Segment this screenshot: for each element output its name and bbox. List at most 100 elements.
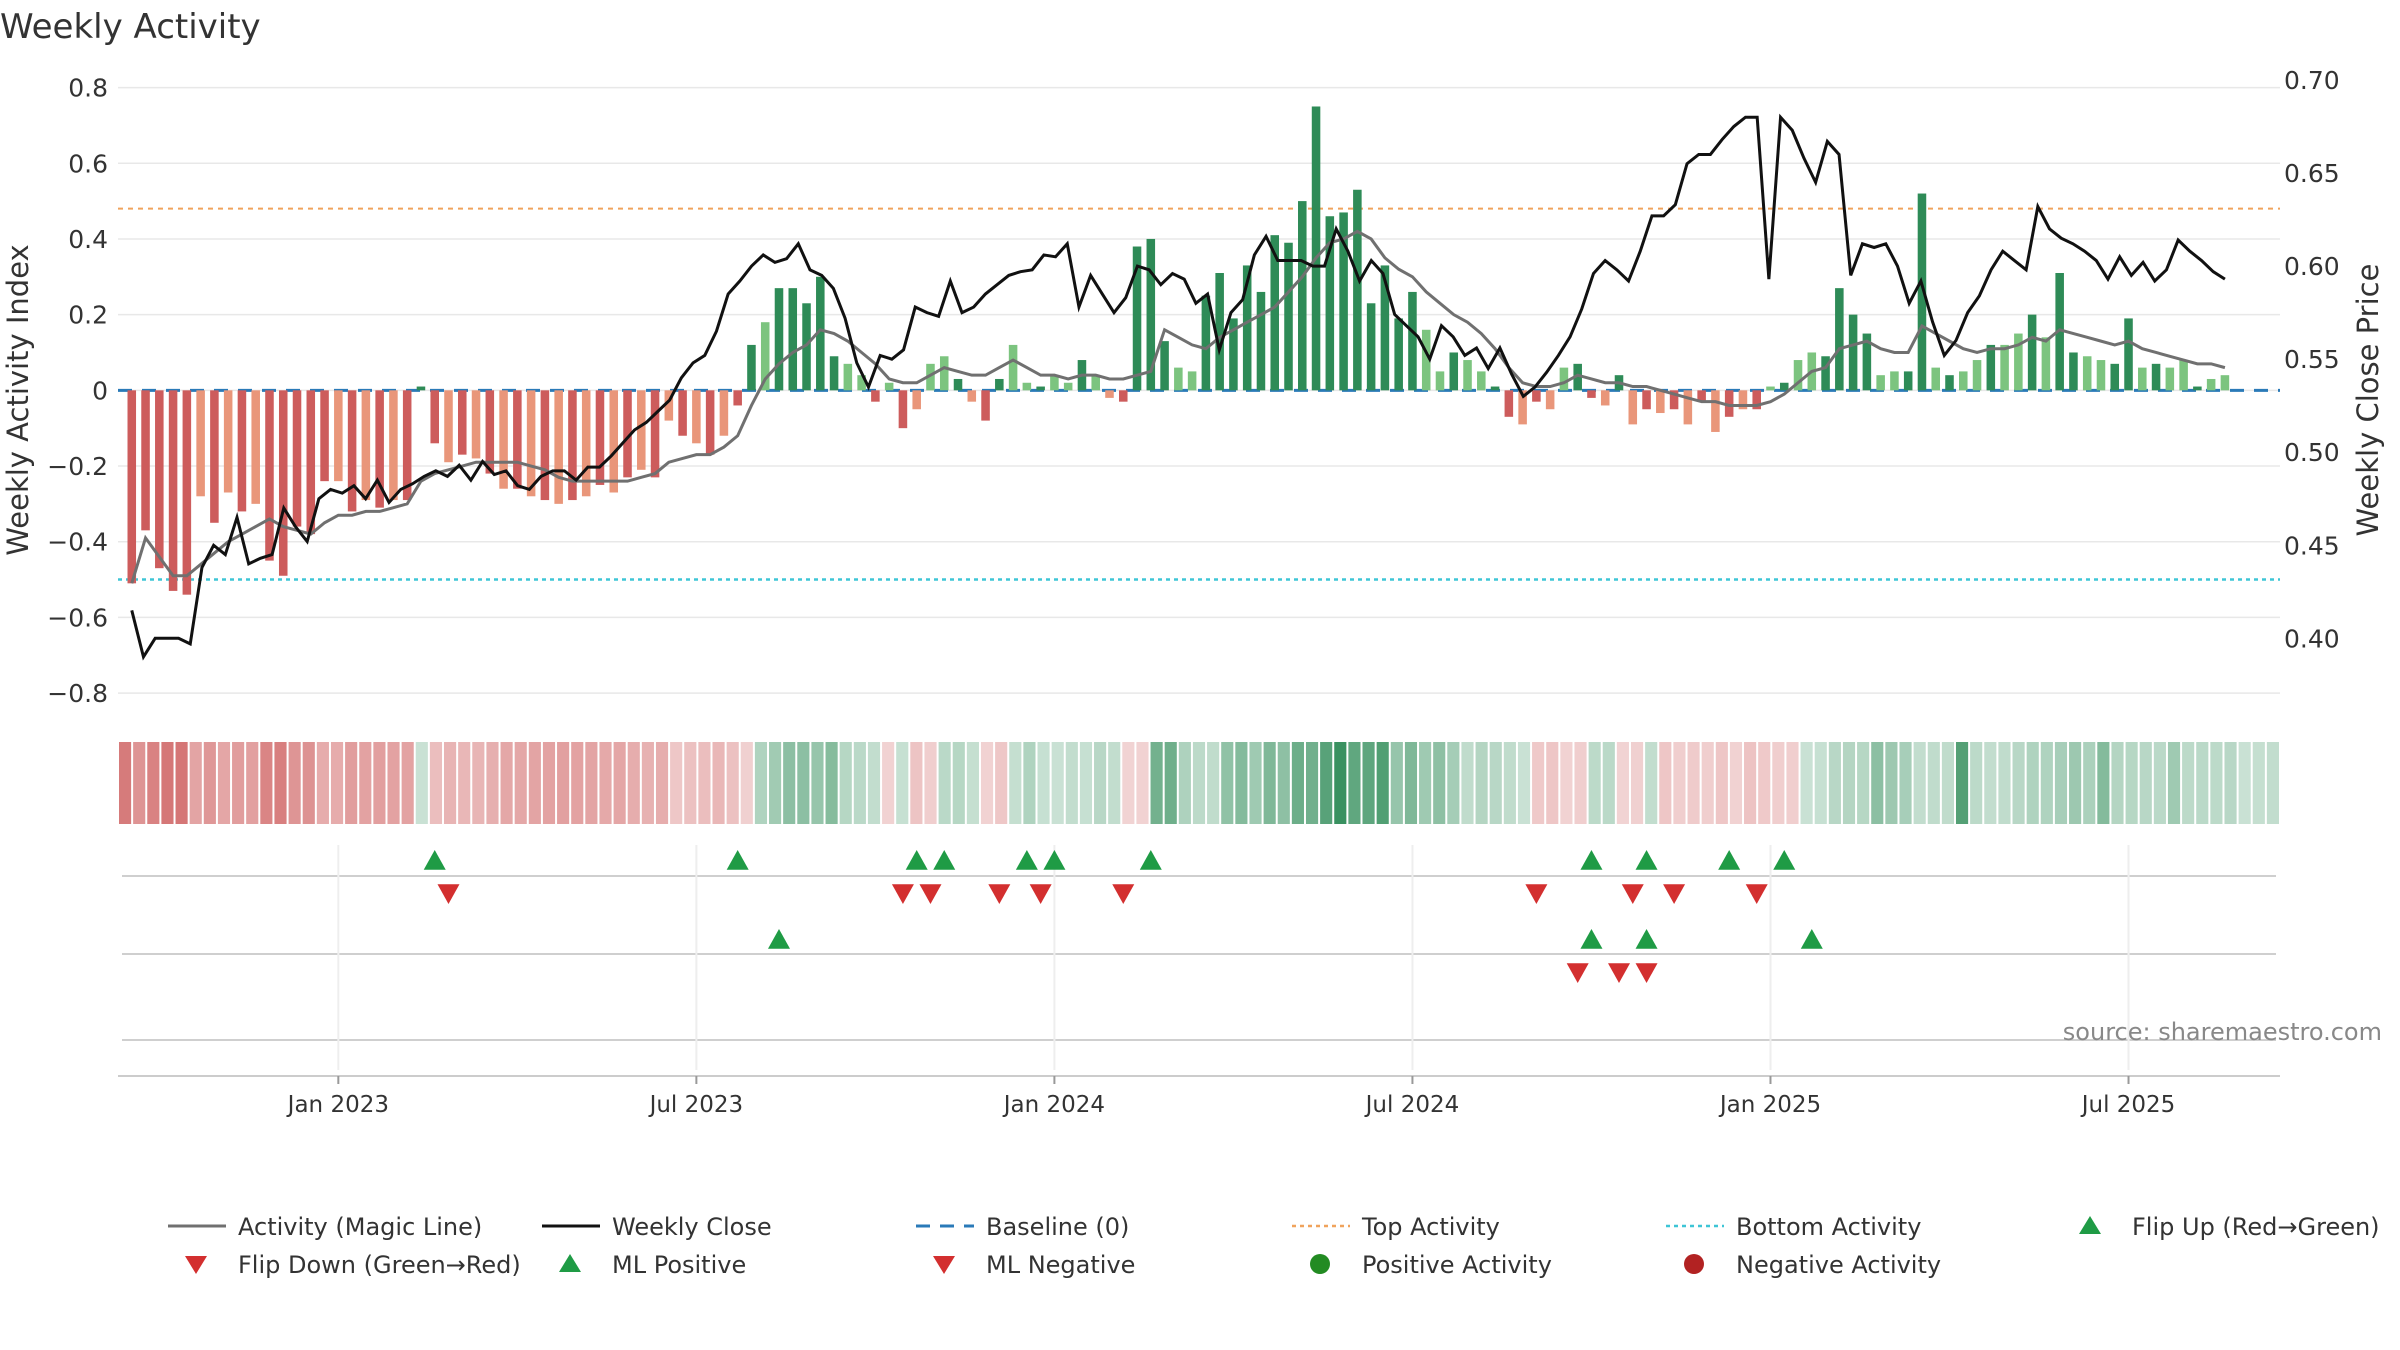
heat-cell bbox=[896, 742, 909, 824]
heat-cell bbox=[882, 742, 895, 824]
flip-up-marker bbox=[1043, 850, 1066, 870]
heat-cell bbox=[684, 742, 697, 824]
heat-cell bbox=[1941, 742, 1954, 824]
heat-cell bbox=[585, 742, 598, 824]
heat-cell bbox=[1207, 742, 1220, 824]
y-tick-label: 0 bbox=[92, 376, 108, 405]
y2-tick-label: 0.65 bbox=[2284, 159, 2340, 188]
activity-bar bbox=[457, 390, 467, 455]
y-tick-label: 0.4 bbox=[68, 225, 108, 254]
activity-bar bbox=[1105, 390, 1114, 398]
y2-tick-label: 0.70 bbox=[2284, 66, 2340, 95]
activity-bar bbox=[595, 390, 605, 485]
activity-bar bbox=[1986, 344, 1996, 391]
activity-bar bbox=[1587, 390, 1596, 398]
heat-cell bbox=[2266, 742, 2279, 824]
heat-cell bbox=[373, 742, 386, 824]
x-tick-label: Jan 2025 bbox=[1718, 1092, 1821, 1118]
activity-bar bbox=[912, 390, 921, 410]
activity-bar bbox=[278, 390, 288, 576]
activity-bar bbox=[1779, 382, 1789, 391]
heat-cell bbox=[316, 742, 329, 824]
activity-bar bbox=[1174, 367, 1183, 391]
heat-cell bbox=[1348, 742, 1361, 824]
heat-cell bbox=[1659, 742, 1672, 824]
legend-label: Top Activity bbox=[1361, 1213, 1500, 1241]
heat-cell bbox=[133, 742, 146, 824]
heat-cell bbox=[924, 742, 937, 824]
x-axis: Jan 2023 Jul 2023 Jan 2024 Jul 2024 Jan 2025… bbox=[118, 1075, 2280, 1118]
heat-cell bbox=[1744, 742, 1757, 824]
heat-cell bbox=[2054, 742, 2068, 824]
activity-bar bbox=[1669, 390, 1679, 410]
y-axis-ticks: 0.8 0.6 0.4 0.2 0 −0.2 −0.4 −0.6 −0.8 bbox=[47, 74, 108, 709]
activity-bar bbox=[843, 363, 853, 391]
heat-cell bbox=[415, 742, 428, 824]
activity-bar bbox=[168, 390, 178, 591]
heat-cell bbox=[1320, 742, 1333, 824]
heat-cell bbox=[2210, 742, 2223, 824]
heat-cell bbox=[1630, 742, 1644, 824]
activity-bar bbox=[953, 378, 963, 391]
heat-cell bbox=[980, 742, 994, 824]
heat-cell bbox=[1235, 742, 1248, 824]
heat-cell bbox=[1602, 742, 1615, 824]
heat-cell bbox=[571, 742, 584, 824]
heat-cell bbox=[2012, 742, 2025, 824]
activity-bar bbox=[127, 390, 137, 584]
activity-bar bbox=[898, 390, 908, 429]
heat-cell bbox=[1687, 742, 1700, 824]
activity-bar bbox=[526, 390, 536, 497]
activity-bar bbox=[1477, 371, 1486, 391]
legend-item: Positive Activity bbox=[1310, 1251, 1552, 1279]
heat-cell bbox=[1673, 742, 1686, 824]
heat-cell bbox=[938, 742, 951, 824]
legend-label: Activity (Magic Line) bbox=[238, 1213, 482, 1241]
activity-bar bbox=[292, 390, 302, 527]
activity-bar bbox=[1298, 201, 1307, 391]
heat-cell bbox=[429, 742, 443, 824]
activity-bar bbox=[347, 390, 357, 512]
activity-bar bbox=[1063, 382, 1073, 391]
heat-cell bbox=[1758, 742, 1771, 824]
activity-bar bbox=[1022, 382, 1032, 391]
heat-cell bbox=[1998, 742, 2011, 824]
activity-bar bbox=[1642, 390, 1651, 410]
activity-bar bbox=[1504, 390, 1514, 417]
heat-cell bbox=[1715, 742, 1728, 824]
activity-bar bbox=[1435, 371, 1445, 391]
heat-cell bbox=[1517, 742, 1531, 824]
heat-cell bbox=[1786, 742, 1799, 824]
activity-bar bbox=[1752, 390, 1761, 410]
flip-up-marker bbox=[905, 850, 928, 870]
chart-title: Weekly Activity bbox=[0, 7, 261, 47]
heat-cell bbox=[1970, 742, 1983, 824]
activity-bar bbox=[981, 390, 990, 421]
heat-cell bbox=[1885, 742, 1898, 824]
heat-cell bbox=[189, 742, 202, 824]
activity-bar bbox=[1559, 367, 1569, 391]
heat-cell bbox=[966, 742, 979, 824]
heat-cell bbox=[444, 742, 457, 824]
heat-cell bbox=[246, 742, 259, 824]
heat-cell bbox=[1503, 742, 1516, 824]
heat-cell bbox=[1150, 742, 1163, 824]
flip-up-marker bbox=[1015, 850, 1038, 870]
activity-bar bbox=[2179, 360, 2188, 391]
activity-bar bbox=[1835, 288, 1844, 391]
heat-cell bbox=[387, 742, 400, 824]
heat-cell bbox=[2097, 742, 2110, 824]
heat-cell bbox=[1249, 742, 1262, 824]
heat-cell bbox=[740, 742, 753, 824]
activity-bar bbox=[1284, 242, 1293, 391]
flip-down-marker bbox=[919, 884, 942, 904]
legend-label: Negative Activity bbox=[1736, 1251, 1941, 1279]
heat-cell bbox=[1842, 742, 1856, 824]
activity-bar bbox=[816, 276, 825, 391]
heat-cell bbox=[1871, 742, 1884, 824]
heat-cell bbox=[1178, 742, 1191, 824]
heat-cell bbox=[2167, 742, 2181, 824]
heat-cell bbox=[995, 742, 1008, 824]
activity-bar bbox=[1394, 318, 1403, 391]
heat-cell bbox=[825, 742, 838, 824]
